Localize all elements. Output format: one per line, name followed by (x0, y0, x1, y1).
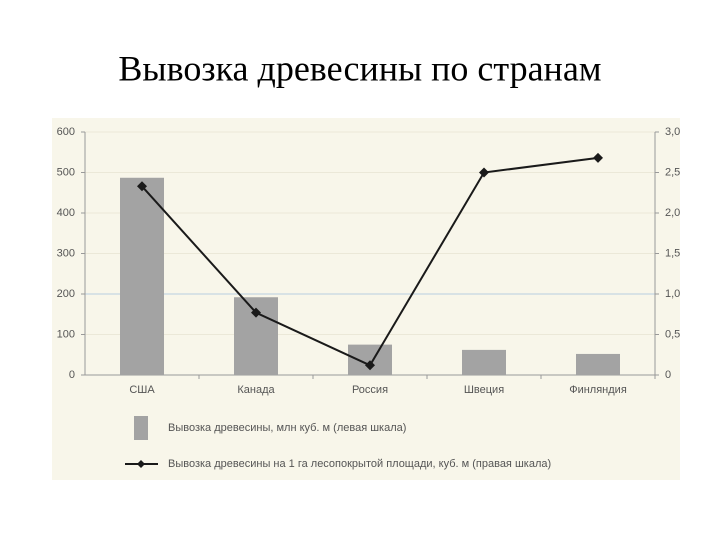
line-marker (593, 152, 603, 163)
y-tick-label: 500 (57, 166, 75, 178)
y-tick-label: 0 (69, 369, 75, 381)
x-tick-label: Швеция (464, 384, 504, 396)
line-marker (137, 181, 147, 192)
line-marker (479, 167, 489, 178)
y2-tick-label: 2,0 (665, 207, 680, 219)
chart-title: Вывозка древесины по странам (118, 48, 601, 88)
legend-swatch (134, 416, 148, 440)
y-tick-label: 200 (57, 288, 75, 300)
y-tick-label: 400 (57, 207, 75, 219)
bar (576, 353, 620, 375)
bar (462, 349, 506, 375)
line-marker (365, 360, 375, 371)
x-tick-label: Россия (352, 384, 388, 396)
x-tick-label: Канада (237, 384, 275, 396)
bar (120, 177, 164, 375)
y2-tick-label: 0,5 (665, 328, 680, 340)
y2-tick-label: 1,5 (665, 247, 680, 259)
legend-marker (137, 460, 145, 468)
x-tick-label: Финляндия (569, 384, 627, 396)
y2-tick-label: 3,0 (665, 126, 680, 138)
line-marker (251, 307, 261, 318)
y2-tick-label: 2,5 (665, 166, 680, 178)
legend-label: Вывозка древесины на 1 га лесопокрытой п… (168, 458, 551, 470)
legend-label: Вывозка древесины, млн куб. м (левая шка… (168, 422, 406, 434)
bar (348, 344, 392, 375)
y-tick-label: 100 (57, 328, 75, 340)
y-tick-label: 300 (57, 247, 75, 259)
y2-tick-label: 0 (665, 369, 671, 381)
x-tick-label: США (129, 384, 155, 396)
y-tick-label: 600 (57, 126, 75, 138)
y2-tick-label: 1,0 (665, 288, 680, 300)
